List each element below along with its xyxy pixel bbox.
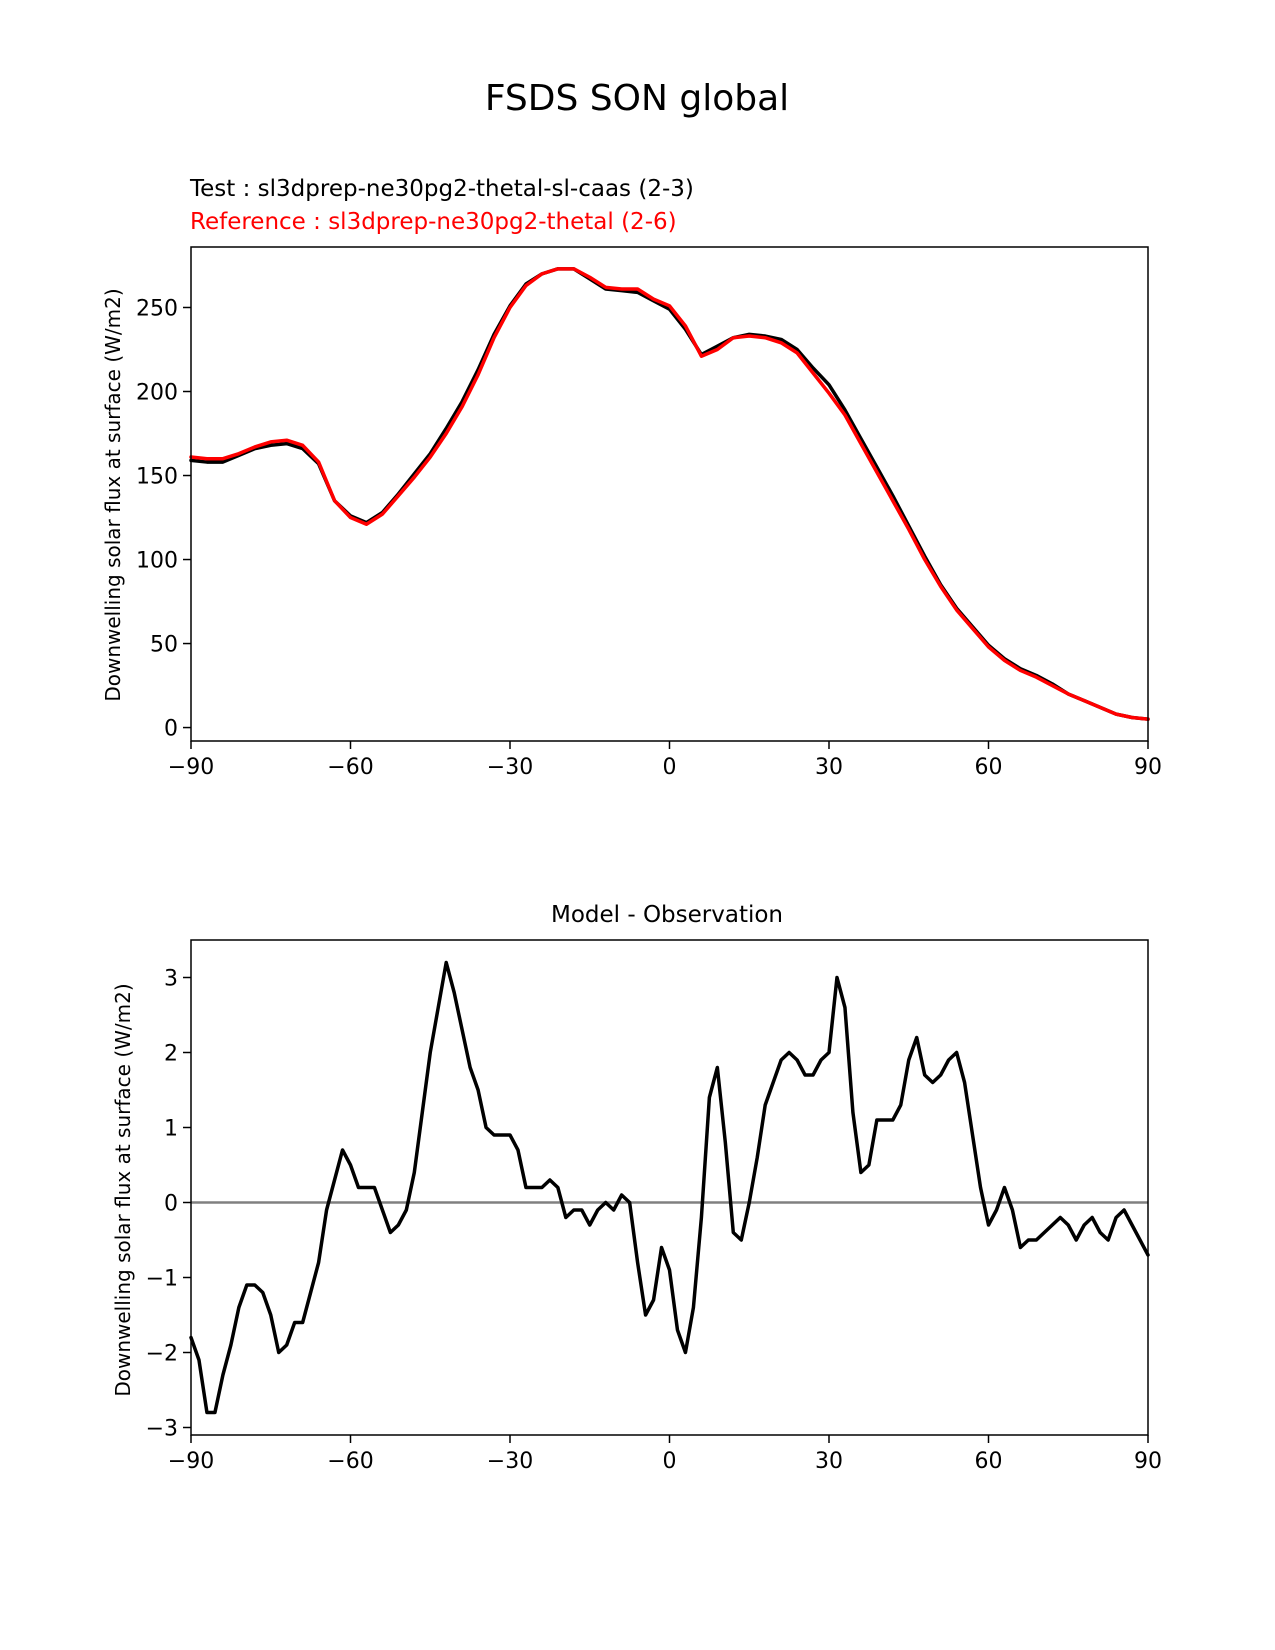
top-ytick-label: 0 — [164, 717, 178, 742]
bottom-xtick-label: −90 — [168, 1449, 214, 1474]
top-ytick-label: 50 — [150, 633, 178, 658]
top-series-test-line — [189, 267, 1150, 721]
bottom-ylabel: Downwelling solar flux at surface (W/m2) — [111, 983, 135, 1396]
top-xtick-label: 90 — [1134, 755, 1162, 780]
reference-label: Reference : sl3dprep-ne30pg2-thetal (2-6… — [190, 209, 677, 235]
test-label: Test : sl3dprep-ne30pg2-thetal-sl-caas (… — [189, 176, 694, 202]
bottom-ytick-label: 0 — [164, 1192, 178, 1217]
top-series-reference-line — [189, 267, 1150, 721]
figure-title: FSDS SON global — [485, 78, 789, 119]
bottom-ytick-label: −3 — [146, 1417, 178, 1442]
bottom-xtick-label: 90 — [1134, 1449, 1162, 1474]
top-ytick-label: 250 — [136, 296, 178, 321]
bottom-series-0-line — [189, 960, 1150, 1415]
top-xtick-label: 0 — [663, 755, 677, 780]
bottom-xtick-label: 0 — [663, 1449, 677, 1474]
top-xtick-label: −60 — [327, 755, 373, 780]
bottom-ytick-label: −2 — [146, 1342, 178, 1367]
bottom-ytick-label: 2 — [164, 1042, 178, 1067]
top-panel: Test : sl3dprep-ne30pg2-thetal-sl-caas (… — [101, 176, 1162, 780]
bottom-panel: Model - Observation Downwelling solar fl… — [111, 902, 1162, 1474]
bottom-xtick-label: 30 — [815, 1449, 843, 1474]
top-axes-frame — [190, 246, 1149, 742]
top-ytick-label: 200 — [136, 381, 178, 406]
top-xtick-label: −30 — [487, 755, 533, 780]
top-plot-area: −90 −60 −30 0 30 60 90 0 50 100 150 200 250 — [136, 246, 1162, 780]
bottom-title: Model - Observation — [551, 902, 783, 928]
top-xtick-label: −90 — [168, 755, 214, 780]
top-xtick-label: 60 — [975, 755, 1003, 780]
top-ytick-label: 150 — [136, 465, 178, 490]
bottom-plot-area: −90 −60 −30 0 30 60 90 −3 −2 −1 0 1 2 3 — [146, 939, 1162, 1474]
top-ylabel: Downwelling solar flux at surface (W/m2) — [101, 288, 125, 701]
bottom-xtick-label: −60 — [327, 1449, 373, 1474]
bottom-xtick-label: −30 — [487, 1449, 533, 1474]
top-xtick-label: 30 — [815, 755, 843, 780]
bottom-ytick-label: −1 — [146, 1267, 178, 1292]
bottom-ytick-label: 3 — [164, 967, 178, 992]
bottom-xtick-label: 60 — [975, 1449, 1003, 1474]
top-ytick-label: 100 — [136, 549, 178, 574]
bottom-ytick-label: 1 — [164, 1117, 178, 1142]
